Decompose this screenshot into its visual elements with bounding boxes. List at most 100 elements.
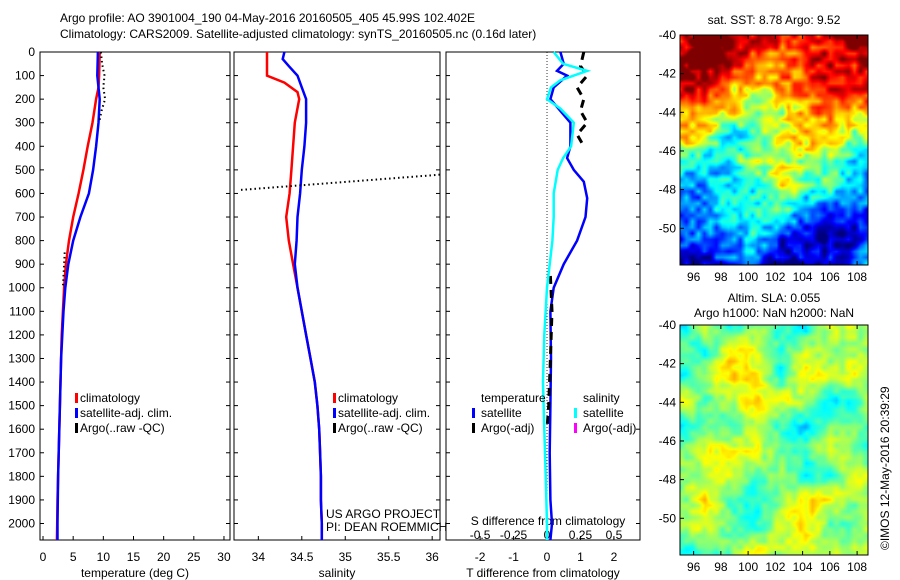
y-tick-label: 1400 — [8, 375, 35, 389]
legend-label: satellite-adj. clim. — [338, 406, 430, 420]
sla-map-subtitle: Argo h1000: NaN h2000: NaN — [694, 306, 854, 320]
series-line-satellite-adj-clim- — [56, 51, 101, 540]
s-tick-label: -0.5 — [470, 528, 491, 542]
x-axis-label: T difference from climatology — [466, 566, 620, 580]
y-tick-label: 1500 — [8, 399, 35, 413]
series-line-salinity-satellite — [541, 51, 592, 540]
legend-marker — [574, 423, 577, 433]
x-tick-label: 34.5 — [290, 550, 314, 564]
legend-label: satellite-adj. clim. — [80, 406, 172, 420]
sla-map-title: Altim. SLA: 0.055 — [728, 291, 821, 305]
y-tick-label: 1300 — [8, 351, 35, 365]
x-tick-label: 10 — [97, 550, 111, 564]
salinity-panel: 34 34.5 35 35.5 36 salinity climatologysatelli… — [233, 51, 441, 580]
y-tick-label: 800 — [15, 234, 35, 248]
legend-label: Argo(..raw -QC) — [80, 421, 165, 435]
lon-tick-label: 106 — [820, 560, 840, 574]
s-tick-label: -0.25 — [500, 528, 528, 542]
legend-marker — [75, 408, 78, 418]
difference-panel: -2 -1 0 1 2 T difference from climatology -0.5… — [445, 51, 641, 580]
lat-tick-label: -44 — [659, 105, 677, 119]
legend-marker — [333, 393, 336, 403]
y-tick-label: 1700 — [8, 446, 35, 460]
lon-tick-label: 98 — [714, 270, 728, 284]
lon-tick-label: 96 — [687, 270, 701, 284]
lon-tick-label: 104 — [793, 560, 813, 574]
lat-tick-label: -50 — [659, 221, 677, 235]
pi-label: PI: DEAN ROEMMICH — [326, 520, 447, 534]
lat-tick-label: -46 — [659, 434, 677, 448]
series-line-argo-raw-qc- — [240, 173, 441, 191]
salinity-axes-box — [233, 51, 441, 541]
y-tick-label: 900 — [15, 257, 35, 271]
series-line-argo-raw-qc- — [61, 252, 66, 288]
temperature-panel: 0100200300400500600700800900100011001200… — [8, 45, 231, 580]
temperature-axes-box — [39, 51, 231, 541]
lat-tick-label: -42 — [659, 67, 677, 81]
y-tick-label: 1600 — [8, 422, 35, 436]
y-tick-label: 0 — [28, 45, 35, 59]
x-tick-label: 2 — [611, 550, 618, 564]
sla-map-image — [680, 325, 868, 555]
x-axis-label: temperature (deg C) — [81, 566, 189, 580]
header-line-2: Climatology: CARS2009. Satellite-adjuste… — [60, 27, 536, 41]
x-tick-label: 20 — [157, 550, 171, 564]
lat-tick-label: -42 — [659, 357, 677, 371]
lon-tick-label: 98 — [714, 560, 728, 574]
lat-tick-label: -50 — [659, 511, 677, 525]
y-tick-label: 400 — [15, 139, 35, 153]
legend-label: climatology — [338, 391, 398, 405]
y-tick-label: 1800 — [8, 469, 35, 483]
legend-marker — [333, 408, 336, 418]
imos-stamp: ©IMOS 12-May-2016 20:39:29 — [878, 386, 892, 550]
legend-marker — [472, 423, 475, 433]
lon-tick-label: 102 — [765, 560, 785, 574]
y-tick-label: 600 — [15, 186, 35, 200]
y-tick-label: 2000 — [8, 516, 35, 530]
lat-tick-label: -46 — [659, 144, 677, 158]
lat-tick-label: -48 — [659, 183, 677, 197]
sla-map-axes: 96 98 100 102 104 106 108 -40 -42 -44 -46 -48 -50 — [659, 318, 869, 574]
lon-tick-label: 108 — [847, 270, 867, 284]
lon-tick-label: 100 — [738, 560, 758, 574]
legend-marker — [472, 408, 475, 418]
x-tick-label: -2 — [475, 550, 486, 564]
x-tick-label: 25 — [187, 550, 201, 564]
legend-marker — [333, 423, 336, 433]
header-line-1: Argo profile: AO 3901004_190 04-May-2016… — [60, 11, 475, 25]
series-line-temperature-satellite — [548, 51, 589, 541]
s-tick-label: 0.5 — [606, 528, 623, 542]
lon-tick-label: 102 — [765, 270, 785, 284]
x-tick-label: 36 — [425, 550, 439, 564]
legend-title: salinity — [583, 391, 620, 405]
lon-tick-label: 104 — [793, 270, 813, 284]
x-axis-label: salinity — [319, 566, 356, 580]
x-tick-label: 30 — [217, 550, 231, 564]
difference-axes-box — [445, 51, 641, 541]
y-tick-label: 200 — [15, 92, 35, 106]
y-tick-label: 1000 — [8, 281, 35, 295]
lon-tick-label: 106 — [820, 270, 840, 284]
project-label: US ARGO PROJECT — [326, 507, 441, 521]
s-tick-label: 0.25 — [569, 528, 593, 542]
x-tick-label: 0 — [40, 550, 47, 564]
lat-tick-label: -48 — [659, 473, 677, 487]
legend-label: Argo(-adj) — [481, 421, 534, 435]
y-tick-label: 700 — [15, 210, 35, 224]
x-tick-label: 35 — [339, 550, 353, 564]
x-tick-label: 0 — [544, 550, 551, 564]
lat-tick-label: -40 — [659, 28, 677, 42]
y-tick-label: 1100 — [9, 304, 35, 318]
legend-label: satellite — [481, 406, 522, 420]
sst-map-axes: 96 98 100 102 104 106 108 -40 -42 -44 -46 -48 -50 — [659, 28, 869, 284]
series-line-satellite-adj-clim- — [281, 51, 324, 540]
sst-map-title: sat. SST: 8.78 Argo: 9.52 — [708, 13, 841, 27]
lat-tick-label: -40 — [659, 318, 677, 332]
lat-tick-label: -44 — [659, 395, 677, 409]
x-tick-label: -1 — [508, 550, 519, 564]
y-tick-label: 100 — [15, 69, 35, 83]
map-frame — [679, 324, 869, 556]
